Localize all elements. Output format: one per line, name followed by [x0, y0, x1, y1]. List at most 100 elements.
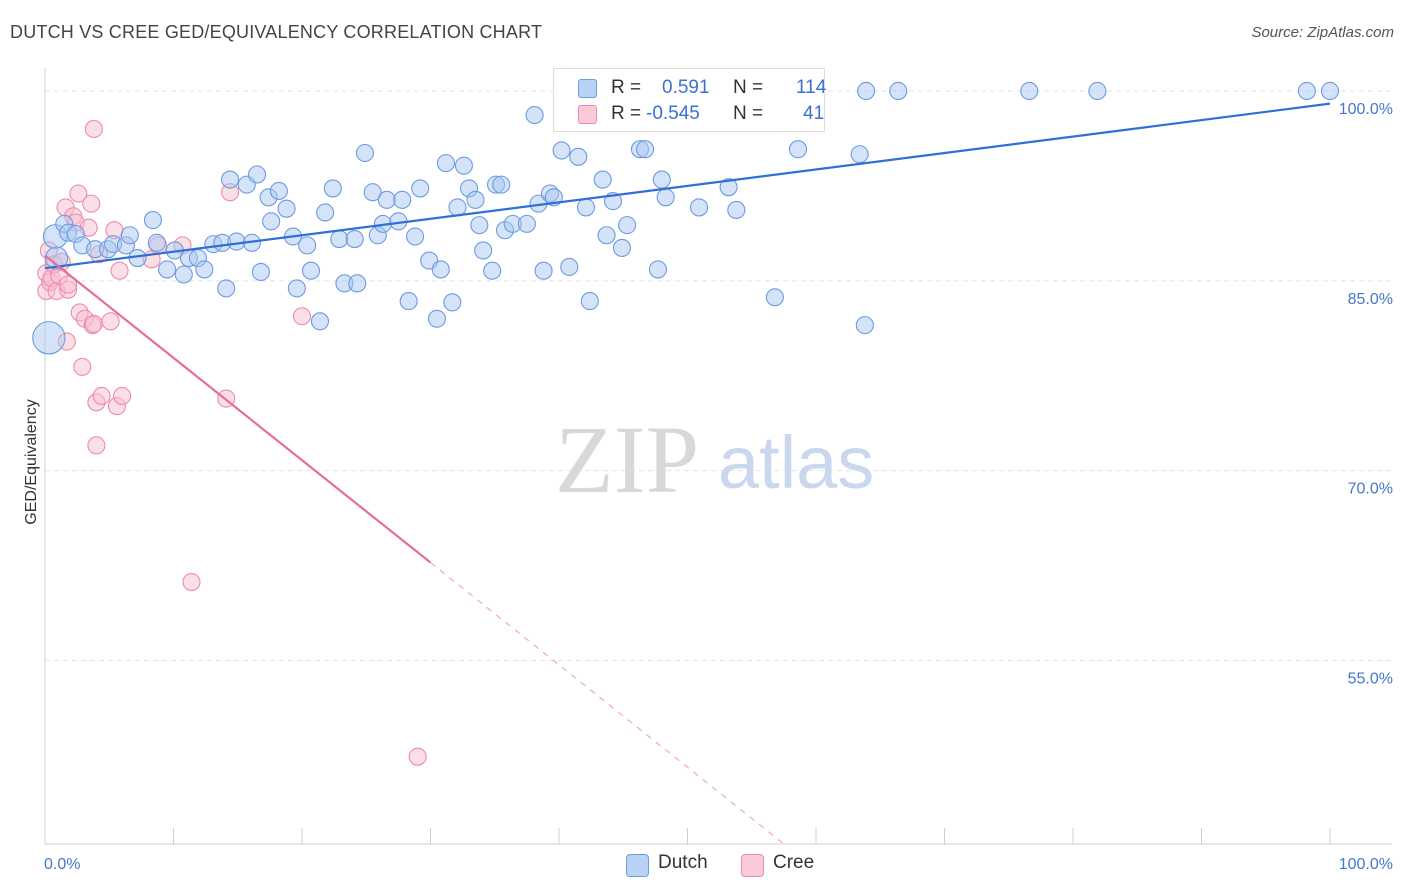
dutch-point: [195, 260, 214, 279]
cree-r-value: -0.545: [646, 103, 700, 124]
dutch-point: [580, 292, 599, 311]
watermark: ZIP atlas: [555, 406, 874, 513]
cree-trend-extension: [430, 562, 785, 845]
dutch-point: [330, 230, 349, 249]
cree-point: [292, 307, 312, 326]
trend-layer: [44, 102, 1331, 845]
dutch-point: [427, 309, 446, 328]
x-tick-label: 100.0%: [1339, 856, 1393, 873]
cree-point: [84, 314, 103, 333]
dutch-point: [525, 105, 544, 125]
dutch-point: [310, 312, 330, 331]
dutch-point: [393, 190, 412, 209]
dutch-point: [690, 198, 709, 217]
cree-swatch: [578, 105, 597, 124]
dutch-point: [377, 190, 396, 209]
dutch-point: [44, 246, 69, 270]
cree-point: [101, 312, 120, 331]
dutch-n-value: 114: [796, 77, 827, 98]
dutch-point: [1297, 81, 1316, 101]
dutch-point: [363, 183, 382, 202]
dutch-point: [474, 241, 493, 260]
dutch-point: [262, 212, 281, 231]
dutch-point: [431, 260, 450, 279]
dutch-point: [889, 81, 908, 101]
cree-point: [182, 572, 201, 592]
dutch-point: [855, 316, 874, 335]
dutch-point: [316, 203, 335, 222]
cree-legend-label: Cree: [773, 852, 815, 873]
cree-point: [110, 261, 129, 280]
dutch-point: [323, 179, 342, 198]
y-axis-title: GED/Equivalency: [23, 399, 40, 524]
dutch-point: [648, 260, 667, 279]
dutch-point: [345, 230, 364, 249]
dutch-r-value: 0.591: [662, 77, 710, 98]
dutch-point: [158, 260, 177, 279]
dutch-point: [593, 170, 612, 189]
y-tick-label: 70.0%: [1348, 481, 1393, 498]
dutch-point: [552, 141, 571, 160]
dutch-point: [652, 170, 671, 189]
dutch-point: [1020, 81, 1039, 101]
dutch-point: [443, 293, 462, 312]
dutch-point: [765, 288, 784, 307]
cree-point: [59, 275, 78, 294]
dutch-point: [1320, 81, 1340, 101]
dutch-point: [436, 154, 455, 173]
y-tick-label: 85.0%: [1348, 291, 1393, 308]
dutch-point: [399, 292, 418, 311]
dutch-point: [483, 261, 502, 280]
tick-label-layer: 100.0% 85.0% 70.0% 55.0% 0.0% 100.0%: [44, 101, 1393, 873]
dutch-point: [727, 200, 746, 219]
y-tick-label: 55.0%: [1348, 670, 1393, 687]
dutch-point: [406, 227, 425, 246]
dutch-point: [454, 156, 473, 175]
cree-points: [37, 119, 427, 766]
dutch-point: [220, 170, 240, 189]
dutch-point: [612, 238, 632, 257]
cree-legend-swatch: [741, 854, 764, 877]
cree-n-label: N =: [733, 103, 764, 124]
cree-point: [87, 436, 106, 455]
cree-trend-line: [44, 254, 432, 564]
dutch-point: [788, 140, 808, 159]
dutch-swatch: [578, 79, 597, 98]
cree-point: [408, 747, 427, 766]
dutch-point: [217, 279, 236, 298]
dutch-point: [448, 198, 467, 217]
dutch-point: [656, 188, 675, 207]
dutch-n-label: N =: [733, 77, 764, 98]
dutch-r-label: R =: [611, 77, 642, 98]
dutch-point: [348, 274, 367, 293]
dutch-legend-label: Dutch: [658, 852, 708, 873]
cree-n-value: 41: [803, 103, 825, 124]
dutch-point: [32, 321, 66, 355]
dutch-point: [597, 226, 616, 245]
dutch-point: [298, 236, 317, 255]
dutch-point: [174, 265, 193, 284]
dutch-point: [355, 143, 375, 163]
source-label: Source: ZipAtlas.com: [1251, 24, 1394, 41]
dutch-point: [466, 190, 485, 209]
x-tick-label: 0.0%: [44, 856, 80, 873]
dutch-point: [636, 140, 655, 159]
cree-point: [82, 194, 101, 213]
dutch-point: [857, 81, 876, 101]
dutch-legend-swatch: [626, 854, 649, 877]
watermark-zip: ZIP: [555, 406, 699, 513]
correlation-legend: R = 0.591 N = 114 R = -0.545 N = 41: [553, 68, 827, 132]
dutch-points: [32, 81, 1340, 355]
dutch-point: [247, 165, 267, 184]
dutch-point: [269, 181, 288, 201]
dutch-point: [287, 279, 306, 298]
cree-point: [113, 386, 132, 406]
dutch-point: [576, 198, 596, 217]
dutch-point: [120, 226, 139, 245]
dutch-point: [719, 178, 738, 197]
dutch-point: [569, 147, 588, 166]
dutch-point: [143, 211, 162, 230]
cree-point: [73, 357, 92, 376]
cree-point: [84, 119, 103, 139]
